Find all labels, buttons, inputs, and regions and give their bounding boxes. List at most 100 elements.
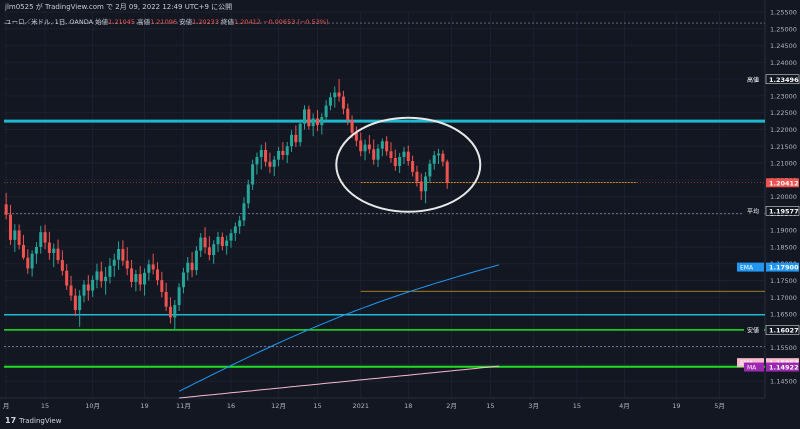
candle-body[interactable] bbox=[121, 248, 125, 261]
candle-body[interactable] bbox=[315, 118, 319, 126]
candle-body[interactable] bbox=[125, 260, 129, 269]
candle-body[interactable] bbox=[17, 230, 21, 245]
candle-body[interactable] bbox=[21, 244, 25, 258]
candle-body[interactable] bbox=[277, 150, 281, 160]
candle-body[interactable] bbox=[238, 220, 242, 227]
candle-body[interactable] bbox=[151, 264, 155, 270]
candle-body[interactable] bbox=[168, 306, 172, 318]
candle-body[interactable] bbox=[290, 134, 294, 147]
candle-body[interactable] bbox=[385, 141, 389, 152]
candle-body[interactable] bbox=[445, 161, 449, 183]
candle-body[interactable] bbox=[108, 265, 112, 277]
candle-body[interactable] bbox=[52, 248, 56, 253]
candle-body[interactable] bbox=[255, 157, 259, 165]
candle-body[interactable] bbox=[203, 237, 207, 248]
candle-body[interactable] bbox=[324, 105, 328, 118]
candle-body[interactable] bbox=[346, 108, 350, 121]
candle-body[interactable] bbox=[320, 117, 324, 126]
candle-body[interactable] bbox=[268, 161, 272, 167]
candle-body[interactable] bbox=[233, 226, 237, 234]
candle-body[interactable] bbox=[155, 269, 160, 281]
candle-body[interactable] bbox=[199, 237, 203, 251]
candle-body[interactable] bbox=[104, 276, 108, 282]
candle-body[interactable] bbox=[337, 92, 341, 97]
candle-body[interactable] bbox=[432, 155, 436, 164]
candle-body[interactable] bbox=[341, 96, 345, 109]
candle-body[interactable] bbox=[138, 274, 142, 285]
candle-body[interactable] bbox=[398, 157, 402, 167]
candle-body[interactable] bbox=[363, 144, 367, 152]
candle-body[interactable] bbox=[359, 140, 363, 152]
candle-body[interactable] bbox=[328, 97, 332, 106]
candle-body[interactable] bbox=[220, 236, 224, 246]
candle-body[interactable] bbox=[34, 246, 38, 254]
candle-body[interactable] bbox=[415, 171, 419, 182]
candle-body[interactable] bbox=[65, 270, 69, 286]
candle-body[interactable] bbox=[73, 295, 77, 311]
range-ellipse-annotation[interactable] bbox=[335, 116, 482, 213]
candle-body[interactable] bbox=[419, 181, 423, 192]
candle-body[interactable] bbox=[30, 253, 34, 269]
candle-body[interactable] bbox=[117, 248, 121, 260]
candle-body[interactable] bbox=[259, 149, 263, 158]
candle-body[interactable] bbox=[13, 230, 17, 240]
candle-body[interactable] bbox=[376, 148, 380, 160]
candle-body[interactable] bbox=[428, 163, 432, 177]
candle-body[interactable] bbox=[311, 118, 315, 127]
candle-body[interactable] bbox=[130, 268, 134, 282]
candle-body[interactable] bbox=[350, 120, 354, 133]
candle-body[interactable] bbox=[91, 279, 95, 291]
candle-body[interactable] bbox=[294, 134, 298, 143]
candle-body[interactable] bbox=[112, 259, 116, 266]
candle-body[interactable] bbox=[302, 109, 307, 124]
candle-body[interactable] bbox=[86, 284, 90, 291]
candle-body[interactable] bbox=[212, 244, 216, 256]
candle-body[interactable] bbox=[402, 151, 406, 158]
candle-body[interactable] bbox=[281, 150, 285, 155]
candle-body[interactable] bbox=[69, 285, 73, 296]
candle-body[interactable] bbox=[242, 203, 246, 221]
candle-body[interactable] bbox=[99, 271, 103, 282]
candle-body[interactable] bbox=[26, 257, 30, 269]
candle-body[interactable] bbox=[78, 295, 82, 311]
candle-body[interactable] bbox=[60, 260, 64, 271]
candle-body[interactable] bbox=[225, 240, 229, 246]
candle-body[interactable] bbox=[190, 262, 194, 271]
candle-body[interactable] bbox=[285, 146, 289, 155]
candle-body[interactable] bbox=[229, 233, 233, 241]
candle-body[interactable] bbox=[47, 242, 51, 253]
candle-body[interactable] bbox=[272, 159, 276, 167]
candle-body[interactable] bbox=[147, 264, 151, 273]
candle-body[interactable] bbox=[56, 248, 60, 261]
candle-body[interactable] bbox=[194, 250, 198, 271]
candle-body[interactable] bbox=[372, 149, 376, 160]
candle-body[interactable] bbox=[181, 272, 185, 288]
candle-body[interactable] bbox=[437, 153, 441, 156]
candle-body[interactable] bbox=[307, 109, 311, 127]
candle-body[interactable] bbox=[186, 262, 190, 273]
candle-body[interactable] bbox=[251, 164, 255, 185]
candle-body[interactable] bbox=[424, 176, 428, 192]
candle-body[interactable] bbox=[143, 272, 147, 285]
candle-body[interactable] bbox=[406, 151, 410, 162]
candle-body[interactable] bbox=[43, 232, 47, 243]
candle-body[interactable] bbox=[380, 141, 384, 149]
candle-body[interactable] bbox=[333, 92, 337, 98]
candle-body[interactable] bbox=[177, 287, 181, 306]
candle-body[interactable] bbox=[264, 149, 268, 162]
candle-body[interactable] bbox=[4, 204, 8, 215]
candle-body[interactable] bbox=[164, 291, 168, 307]
candle-body[interactable] bbox=[39, 232, 43, 247]
candle-body[interactable] bbox=[8, 214, 12, 240]
candle-body[interactable] bbox=[389, 151, 393, 159]
candle-body[interactable] bbox=[216, 236, 220, 245]
candle-body[interactable] bbox=[173, 305, 177, 318]
candle-body[interactable] bbox=[82, 284, 86, 296]
tradingview-logo[interactable]: 17 TradingView bbox=[5, 416, 61, 425]
candle-body[interactable] bbox=[134, 274, 138, 282]
candle-body[interactable] bbox=[298, 123, 302, 143]
candle-body[interactable] bbox=[393, 158, 397, 167]
candle-body[interactable] bbox=[354, 132, 358, 141]
candle-body[interactable] bbox=[207, 247, 211, 256]
